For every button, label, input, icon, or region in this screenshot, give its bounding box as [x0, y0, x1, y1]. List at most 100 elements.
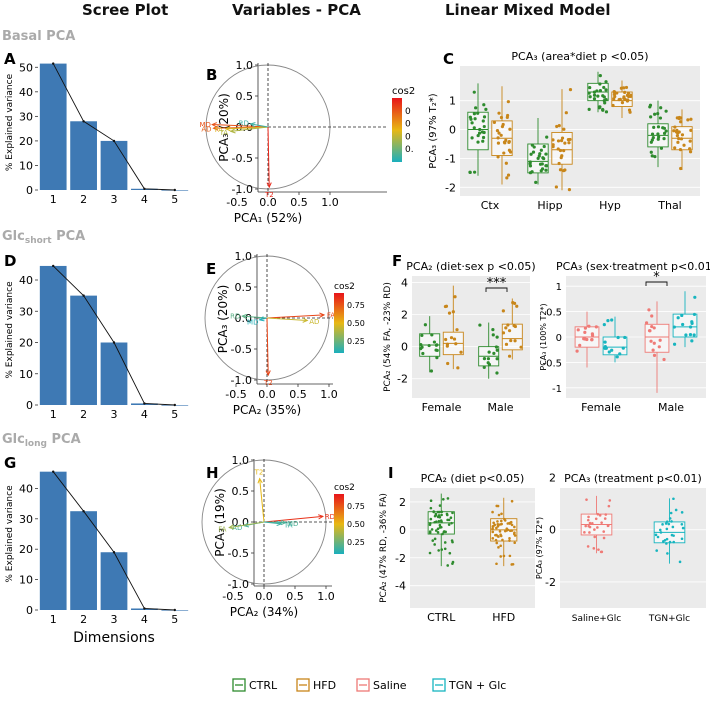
lmm-point [442, 530, 446, 533]
lmm-point [493, 523, 497, 527]
lmm-point [650, 132, 655, 136]
lmm-point [588, 525, 592, 529]
lmm-point [601, 108, 605, 112]
lmm-point [456, 366, 460, 370]
lmm-point [440, 548, 444, 551]
lmm-point [592, 90, 597, 94]
lmm-ylabel: PCA₃ (100% T2*) [539, 303, 548, 370]
var-arrow-label: RD [325, 513, 335, 521]
lmm-point [531, 150, 536, 154]
lmm-point [433, 543, 436, 546]
lmm-point [602, 85, 606, 90]
lmm-point [554, 185, 558, 189]
lmm-point [446, 564, 450, 567]
lmm-point [453, 295, 457, 299]
var-ylabel: PCA₃ (19%) [213, 488, 227, 556]
lmm-point [497, 131, 501, 135]
lmm-point [438, 504, 442, 507]
lmm-point [606, 524, 610, 527]
lmm-point [603, 340, 607, 344]
lmm-point [664, 109, 668, 113]
lmm-point [676, 140, 680, 144]
lmm-point [600, 521, 603, 524]
lmm-point [498, 530, 502, 533]
lmm-point [492, 521, 495, 525]
legend-label-saline: Saline [373, 679, 407, 692]
lmm-point [555, 124, 559, 129]
lmm-title: PCA₃ (area*diet p <0.05) [511, 50, 648, 63]
lmm-point [500, 125, 505, 129]
lmm-point [665, 537, 669, 541]
lmm-point [592, 97, 597, 101]
lmm-point [596, 94, 600, 98]
panel-letter-d: D [4, 252, 16, 270]
lmm-point [650, 314, 654, 318]
lmm-point [662, 357, 666, 362]
lmm-point [509, 338, 513, 343]
lmm-point [594, 517, 598, 521]
lmm-point [504, 342, 509, 346]
lmm-point [682, 143, 686, 147]
lmm-point [468, 115, 472, 119]
lmm-point [649, 115, 653, 119]
lmm-point [443, 547, 447, 551]
var-arrowhead [241, 313, 248, 320]
lmm-point [447, 523, 451, 526]
lmm-point [680, 313, 684, 318]
lmm-point [491, 333, 495, 337]
lmm-point [491, 328, 495, 332]
lmm-ytick-label: 1 [556, 282, 562, 293]
lmm-point [688, 139, 692, 143]
lmm-title: PCA₂ (diet p<0.05) [421, 472, 525, 485]
significance-stars: *** [487, 276, 507, 291]
lmm-plot-f-sex-treatment: 1 0.5 0 -0.5 -1 PCA₃ (sex·treatment p<0.01) PC… [539, 260, 710, 414]
lmm-point [671, 525, 675, 529]
var-arrowhead [302, 317, 309, 323]
lmm-point [532, 145, 536, 149]
lmm-point [476, 111, 480, 115]
scree-ytick-label: 30 [19, 513, 33, 526]
lmm-point [613, 90, 617, 94]
var-arrowhead [266, 182, 272, 189]
lmm-point [624, 85, 629, 90]
lmm-point [540, 167, 545, 171]
lmm-point [688, 325, 693, 329]
var-xtick-label: 0.5 [290, 196, 308, 209]
lmm-point [429, 369, 434, 373]
lmm-point [563, 141, 567, 145]
lmm-point [491, 525, 495, 528]
lmm-point [438, 523, 442, 527]
lmm-xtick-label: Hipp [537, 199, 562, 212]
lmm-point [438, 526, 442, 529]
lmm-point [478, 127, 482, 132]
lmm-ylabel: PCA₃ (97% T₂*) [428, 93, 439, 168]
cos2-tick-label: 0.25 [347, 337, 365, 346]
lmm-point [482, 103, 486, 107]
lmm-point [481, 135, 486, 140]
scree-ytick-label: 40 [19, 482, 33, 495]
scree-ytick-label: 20 [19, 337, 33, 350]
lmm-point [511, 301, 515, 305]
lmm-point [586, 545, 590, 548]
lmm-point [432, 340, 437, 344]
lmm-point [505, 176, 509, 180]
lmm-point [598, 82, 602, 86]
scree-point [82, 120, 85, 123]
lmm-point [597, 548, 600, 551]
lmm-point [606, 319, 610, 323]
var-ytick-label: -1.0 [232, 183, 253, 196]
lmm-point [648, 329, 652, 333]
cos2-tick-label: 0 [405, 107, 411, 117]
scree-bar [100, 342, 128, 405]
lmm-point [652, 326, 656, 330]
lmm-point [608, 499, 612, 502]
lmm-point [501, 331, 506, 335]
scree-xtick-label: 4 [141, 193, 148, 206]
lmm-point [459, 350, 463, 354]
lmm-point [607, 350, 611, 354]
lmm-ytick-label: 0 [556, 333, 562, 344]
lmm-point [598, 514, 602, 517]
lmm-point [676, 316, 680, 320]
lmm-point [434, 343, 439, 347]
